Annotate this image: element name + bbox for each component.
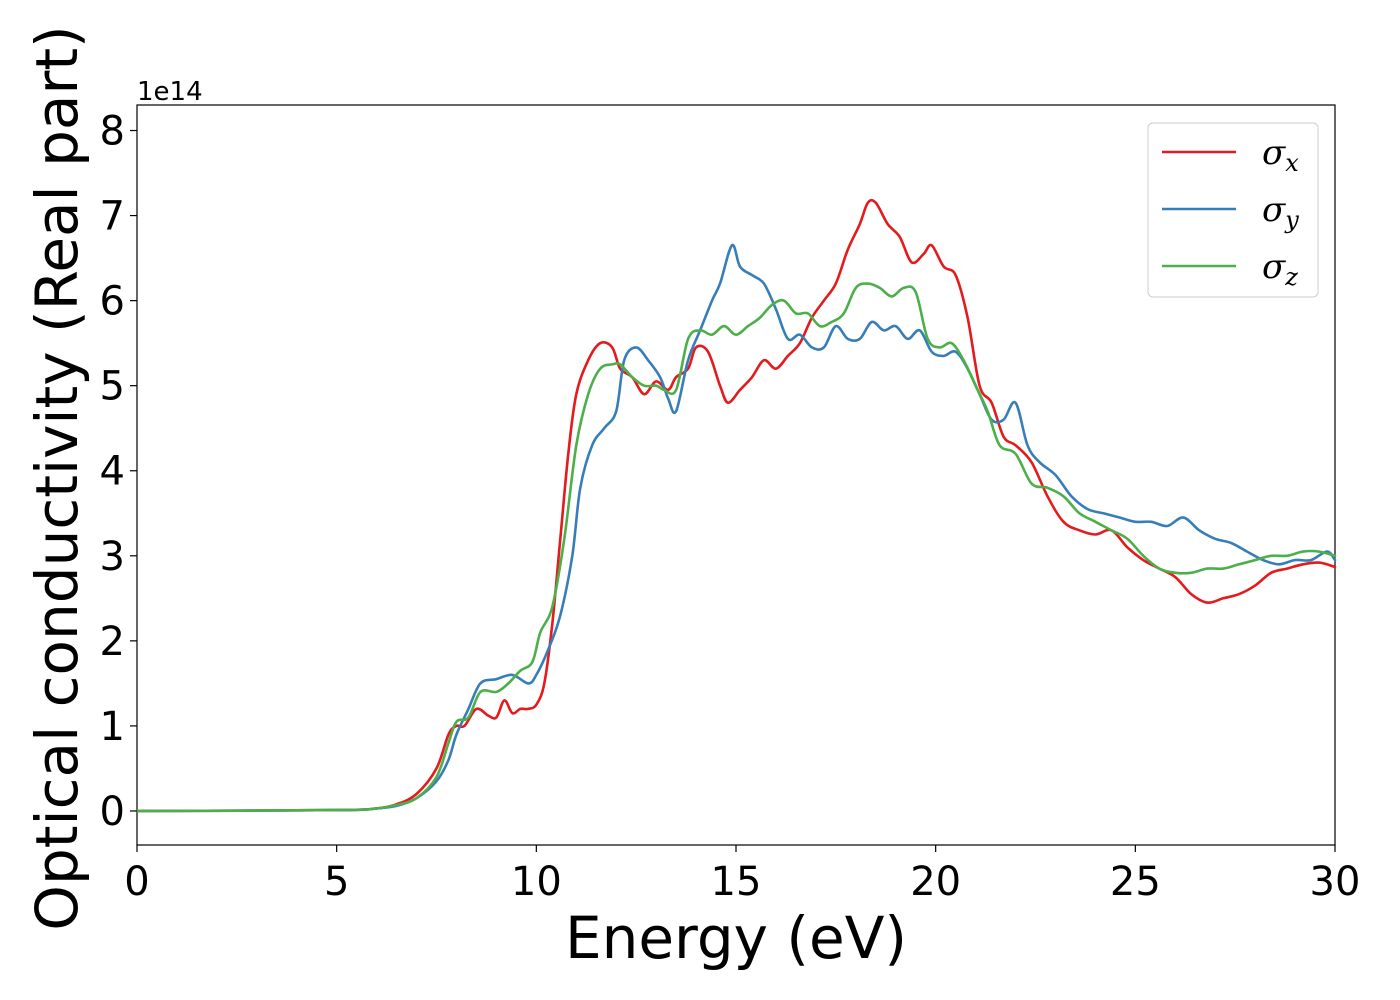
- x-axis-ticks: 0 5 10 15 20 25 30: [124, 845, 1360, 905]
- y-tick-label: 8: [100, 109, 125, 155]
- series-layer: [135, 198, 1337, 813]
- y-offset-label: 1e14: [137, 77, 203, 107]
- y-tick-label: 5: [100, 364, 125, 410]
- y-tick-label: 3: [100, 534, 125, 580]
- series-line-x: [135, 198, 1337, 813]
- legend-label-y: σy: [1262, 190, 1299, 234]
- series-line-y: [135, 243, 1337, 813]
- legend-label-x: σx: [1262, 133, 1299, 177]
- y-tick-label: 2: [100, 619, 125, 665]
- y-tick-label: 0: [100, 789, 125, 835]
- y-tick-label: 4: [100, 449, 125, 495]
- x-tick-label: 0: [124, 859, 149, 905]
- x-tick-label: 25: [1110, 859, 1161, 905]
- y-tick-label: 6: [100, 279, 125, 325]
- x-axis-title: Energy (eV): [565, 904, 907, 972]
- y-tick-label: 7: [100, 194, 125, 240]
- x-tick-label: 15: [711, 859, 762, 905]
- legend: σx σy σz: [1147, 122, 1319, 298]
- x-tick-label: 30: [1310, 859, 1361, 905]
- series-line-z: [135, 282, 1337, 813]
- y-axis-title: Optical conductivity (Real part): [23, 25, 91, 930]
- x-tick-label: 10: [511, 859, 562, 905]
- x-tick-label: 20: [910, 859, 961, 905]
- x-tick-label: 5: [324, 859, 349, 905]
- y-tick-label: 1: [100, 704, 125, 750]
- legend-label-z: σz: [1262, 247, 1298, 291]
- y-axis-ticks: 0 1 2 3 4 5 6 7 8: [100, 109, 137, 835]
